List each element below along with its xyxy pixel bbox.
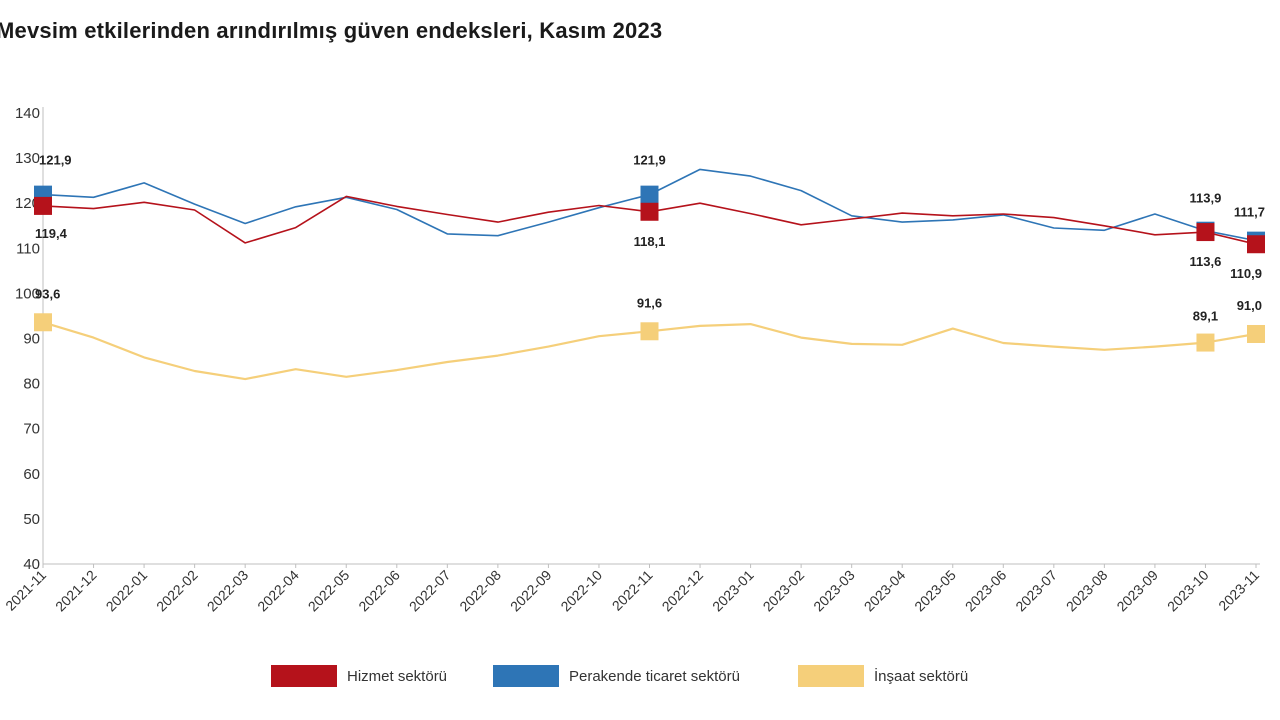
x-tick-label: 2022-07 — [406, 567, 454, 615]
series-markers — [34, 185, 1265, 352]
y-tick-label: 70 — [23, 421, 40, 438]
data-label: 121,9 — [633, 153, 666, 168]
series-marker-2 — [1247, 324, 1265, 343]
data-label: 119,4 — [35, 226, 68, 241]
legend-swatch — [493, 665, 559, 687]
x-tick-label: 2023-01 — [709, 567, 757, 615]
data-labels: 119,4 118,1 113,6 110,9 121,9 121,9 113,9 111,7… — [35, 153, 1265, 324]
x-tick-label: 2023-04 — [861, 567, 909, 615]
x-tick-label: 2023-05 — [911, 567, 959, 615]
x-tick-label: 2022-08 — [456, 567, 504, 615]
legend-label: İnşaat sektörü — [874, 667, 969, 685]
x-tick-label: 2022-03 — [204, 567, 252, 615]
x-tick-label: 2023-09 — [1113, 567, 1161, 615]
series-marker-2 — [640, 322, 659, 341]
line-chart: 40 50 60 70 80 90 100 110 120 130 140 2021-11 2021-1… — [2, 105, 1265, 614]
chart-title: Mevsim etkilerinden arındırılmış güven e… — [0, 18, 663, 43]
y-tick-label: 90 — [23, 331, 40, 348]
x-tick-label: 2022-02 — [153, 567, 201, 615]
legend-label: Hizmet sektörü — [347, 667, 448, 685]
data-label: 89,1 — [1193, 309, 1218, 324]
x-tick-label: 2022-12 — [659, 567, 707, 615]
x-tick-label: 2022-06 — [355, 567, 403, 615]
x-tick-label: 2022-10 — [557, 567, 605, 615]
y-tick-label: 50 — [23, 511, 40, 528]
series-marker-0 — [1247, 235, 1265, 254]
x-tick-label: 2021-12 — [52, 567, 100, 615]
x-tick-label: 2023-03 — [810, 567, 858, 615]
series-marker-0 — [1196, 223, 1215, 242]
y-tick-label: 110 — [16, 240, 40, 257]
x-tick-label: 2023-10 — [1164, 567, 1212, 615]
x-tick-label: 2021-11 — [2, 567, 49, 614]
x-tick-label: 2023-06 — [962, 567, 1010, 615]
y-tick-label: 120 — [15, 195, 40, 212]
legend-label: Perakende ticaret sektörü — [569, 667, 740, 685]
axes — [42, 107, 1260, 568]
y-tick-label: 100 — [15, 285, 40, 302]
series-marker-2 — [34, 313, 52, 332]
x-tick-label: 2023-07 — [1012, 567, 1060, 615]
series-marker-0 — [640, 202, 659, 221]
x-tick-label: 2023-02 — [760, 567, 808, 615]
y-tick-label: 140 — [15, 105, 40, 122]
y-tick-label: 40 — [23, 556, 40, 573]
tick-labels: 40 50 60 70 80 90 100 110 120 130 140 2021-11 2021-1… — [2, 105, 1262, 614]
data-label: 93,6 — [35, 286, 60, 301]
series-marker-1 — [640, 185, 659, 204]
legend-item: Hizmet sektörü — [271, 663, 447, 689]
data-label: 111,7 — [1234, 205, 1265, 220]
x-tick-label: 2022-11 — [609, 567, 656, 614]
x-tick-label: 2022-05 — [305, 567, 353, 615]
legend-swatch — [271, 665, 337, 687]
series-marker-2 — [1196, 333, 1215, 352]
x-tick-label: 2023-11 — [1215, 567, 1262, 614]
legend-swatch — [798, 665, 864, 687]
series-marker-0 — [34, 196, 52, 215]
y-tick-label: 80 — [23, 376, 40, 393]
data-label: 113,9 — [1190, 191, 1222, 206]
x-tick-label: 2022-04 — [254, 567, 302, 615]
x-tick-label: 2022-09 — [507, 567, 555, 615]
data-label: 118,1 — [634, 234, 666, 249]
data-label: 113,6 — [1190, 254, 1222, 269]
data-label: 110,9 — [1230, 266, 1262, 281]
data-label: 91,6 — [637, 295, 662, 310]
x-tick-label: 2022-01 — [103, 567, 151, 615]
y-tick-label: 60 — [23, 466, 40, 483]
data-label: 91,0 — [1237, 298, 1262, 313]
x-tick-label: 2023-08 — [1063, 567, 1111, 615]
data-label: 121,9 — [39, 153, 72, 168]
y-tick-label: 130 — [15, 150, 40, 167]
legend-item: Perakende ticaret sektörü — [493, 663, 740, 689]
legend-item: İnşaat sektörü — [798, 663, 968, 689]
legend: Hizmet sektörü Perakende ticaret sektörü İ… — [0, 663, 1280, 693]
